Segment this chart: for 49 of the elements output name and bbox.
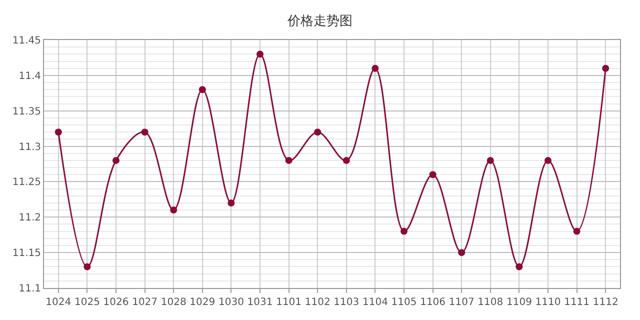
y-tick-label: 11.25 [12, 177, 41, 188]
point [429, 171, 436, 178]
point [198, 86, 206, 94]
point [544, 156, 552, 164]
x-tick-label: 1104 [362, 297, 388, 308]
y-tick-label: 11.3 [18, 142, 41, 153]
point [84, 263, 91, 270]
point [573, 228, 580, 235]
point [602, 64, 610, 72]
y-tick-label: 11.45 [12, 36, 41, 46]
x-tick-label: 1101 [276, 297, 302, 308]
point [400, 228, 408, 235]
x-tick-label: 1110 [535, 297, 561, 308]
x-tick-label: 1102 [304, 297, 330, 308]
x-tick-label: 1105 [391, 297, 417, 308]
point [342, 156, 350, 164]
x-tick-label: 1027 [132, 297, 158, 308]
x-tick-label: 1030 [218, 297, 244, 308]
x-tick-label: 1106 [420, 297, 446, 308]
y-tick-label: 11.35 [12, 106, 41, 118]
point [170, 206, 178, 214]
point [285, 156, 292, 164]
y-tick-label: 11.1 [18, 284, 41, 294]
point [228, 199, 235, 206]
x-tick-label: 1024 [46, 297, 72, 308]
y-tick-label: 11.15 [12, 248, 41, 260]
x-tick-label: 1112 [592, 297, 618, 308]
y-tick-label: 11.2 [18, 212, 41, 224]
point [372, 64, 379, 72]
point [314, 128, 322, 136]
point [486, 156, 494, 164]
x-tick-label: 1028 [160, 297, 186, 308]
point [458, 249, 466, 256]
x-tick-label: 1029 [190, 297, 216, 308]
point [141, 128, 148, 136]
x-tick-label: 1108 [478, 297, 504, 308]
point [112, 156, 120, 164]
chart-title: 价格走势图 [286, 14, 352, 30]
y-tick-label: 11.4 [18, 70, 41, 82]
x-tick-label: 1025 [74, 297, 100, 308]
x-tick-label: 1103 [334, 297, 360, 308]
x-tick-label: 1031 [247, 297, 273, 308]
point [516, 263, 523, 270]
x-tick-label: 1107 [448, 297, 474, 308]
point [256, 50, 264, 58]
x-tick-label: 1111 [564, 297, 590, 308]
x-tick-label: 1109 [506, 297, 532, 308]
x-tick-label: 1026 [103, 297, 129, 308]
point [54, 128, 62, 136]
